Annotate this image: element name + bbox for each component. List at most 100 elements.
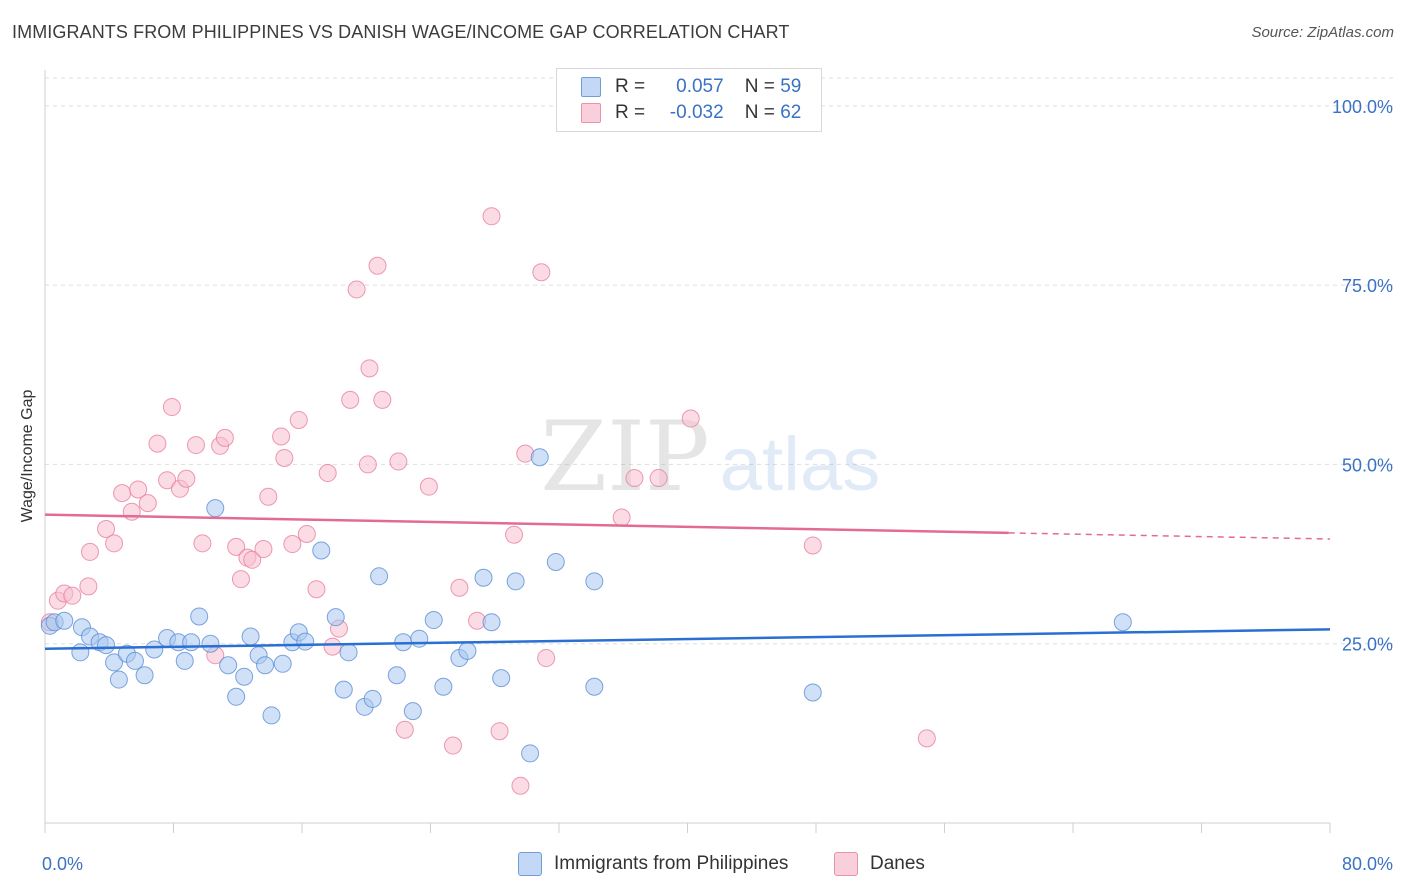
data-point bbox=[506, 572, 525, 591]
data-point bbox=[162, 398, 181, 417]
data-point bbox=[1113, 613, 1132, 632]
legend-n-value: 62 bbox=[780, 102, 802, 123]
data-point bbox=[458, 641, 477, 660]
data-point bbox=[79, 577, 98, 596]
data-point bbox=[231, 570, 250, 589]
data-point bbox=[537, 649, 556, 668]
data-point bbox=[681, 409, 700, 428]
data-point bbox=[283, 535, 302, 554]
legend-swatch-pink bbox=[834, 852, 858, 876]
data-point bbox=[138, 494, 157, 513]
data-point bbox=[625, 469, 644, 488]
data-point bbox=[387, 666, 406, 685]
legend-label-philippines: Immigrants from Philippines bbox=[554, 853, 789, 874]
data-point bbox=[177, 469, 196, 488]
data-point bbox=[505, 525, 524, 544]
legend-r-value: -0.032 bbox=[669, 102, 724, 123]
legend-swatch-pink bbox=[581, 103, 601, 123]
data-point bbox=[109, 670, 128, 689]
data-point bbox=[243, 550, 262, 569]
data-point bbox=[186, 436, 205, 455]
legend-row-philippines: R = 0.057 N = 59 bbox=[581, 74, 801, 100]
data-point bbox=[175, 651, 194, 670]
data-point bbox=[360, 359, 379, 378]
trend-lines bbox=[44, 513, 1331, 650]
data-point bbox=[803, 683, 822, 702]
source-label: Source: ZipAtlas.com bbox=[1251, 24, 1394, 41]
data-point bbox=[339, 643, 358, 662]
data-point bbox=[803, 536, 822, 555]
data-point bbox=[521, 744, 540, 763]
data-point bbox=[482, 613, 501, 632]
legend-row-danes: R = -0.032 N = 62 bbox=[581, 100, 801, 126]
data-point bbox=[403, 702, 422, 721]
data-point bbox=[389, 452, 408, 471]
x-tick-label: 0.0% bbox=[42, 854, 83, 874]
data-point bbox=[135, 666, 154, 685]
data-point bbox=[71, 643, 90, 662]
data-point bbox=[347, 280, 366, 299]
data-point bbox=[289, 410, 308, 429]
data-point bbox=[227, 537, 246, 556]
data-point bbox=[370, 567, 389, 586]
trend-line-danes-extrapolated bbox=[1008, 532, 1331, 540]
data-point bbox=[474, 568, 493, 587]
data-point bbox=[530, 448, 549, 467]
data-point bbox=[424, 611, 443, 630]
data-point bbox=[318, 464, 337, 483]
data-point bbox=[272, 427, 291, 446]
data-point bbox=[275, 448, 294, 467]
data-point bbox=[105, 653, 124, 672]
legend-item-philippines[interactable]: Immigrants from Philippines bbox=[518, 852, 788, 876]
data-point bbox=[363, 689, 382, 708]
trend-line-philippines bbox=[44, 628, 1331, 650]
data-point bbox=[410, 629, 429, 648]
data-point bbox=[105, 534, 124, 553]
data-point bbox=[190, 607, 209, 626]
data-point bbox=[326, 608, 345, 627]
data-point bbox=[341, 390, 360, 409]
data-point bbox=[585, 677, 604, 696]
data-point bbox=[434, 677, 453, 696]
data-point bbox=[63, 586, 82, 605]
chart-title: IMMIGRANTS FROM PHILIPPINES VS DANISH WA… bbox=[12, 22, 790, 42]
data-point bbox=[235, 667, 254, 686]
data-point bbox=[511, 776, 530, 795]
trend-line-danes bbox=[44, 513, 1009, 535]
legend-n-value: 59 bbox=[780, 76, 802, 97]
data-point bbox=[113, 484, 132, 503]
y-tick-label: 75.0% bbox=[1342, 276, 1393, 296]
x-tick-label: 80.0% bbox=[1342, 854, 1393, 874]
y-tick-label: 50.0% bbox=[1342, 455, 1393, 475]
data-point bbox=[917, 729, 936, 748]
data-point bbox=[122, 502, 141, 521]
data-point bbox=[312, 541, 331, 560]
data-point bbox=[256, 656, 275, 675]
data-point bbox=[145, 640, 164, 659]
data-point bbox=[97, 519, 116, 538]
data-point bbox=[262, 706, 281, 725]
data-point bbox=[334, 680, 353, 699]
data-point bbox=[129, 480, 148, 499]
data-point bbox=[450, 578, 469, 597]
data-point bbox=[297, 524, 316, 543]
data-point bbox=[532, 263, 551, 282]
legend-label-danes: Danes bbox=[870, 853, 925, 874]
watermark-zip: ZIP bbox=[540, 401, 709, 513]
data-point bbox=[368, 256, 387, 275]
data-point bbox=[125, 651, 144, 670]
data-point bbox=[395, 720, 414, 739]
data-point bbox=[254, 540, 273, 559]
data-point bbox=[259, 487, 278, 506]
legend-item-danes[interactable]: Danes bbox=[834, 852, 925, 876]
watermark-atlas: atlas bbox=[720, 422, 881, 507]
data-point bbox=[273, 654, 292, 673]
watermark: ZIP atlas bbox=[540, 401, 880, 513]
series-legend: Immigrants from Philippines Danes bbox=[0, 852, 1406, 878]
data-point bbox=[97, 636, 116, 655]
data-point bbox=[227, 687, 246, 706]
legend-swatch-blue bbox=[518, 852, 542, 876]
data-point bbox=[80, 542, 99, 561]
data-point bbox=[215, 428, 234, 447]
axes bbox=[44, 70, 1331, 833]
